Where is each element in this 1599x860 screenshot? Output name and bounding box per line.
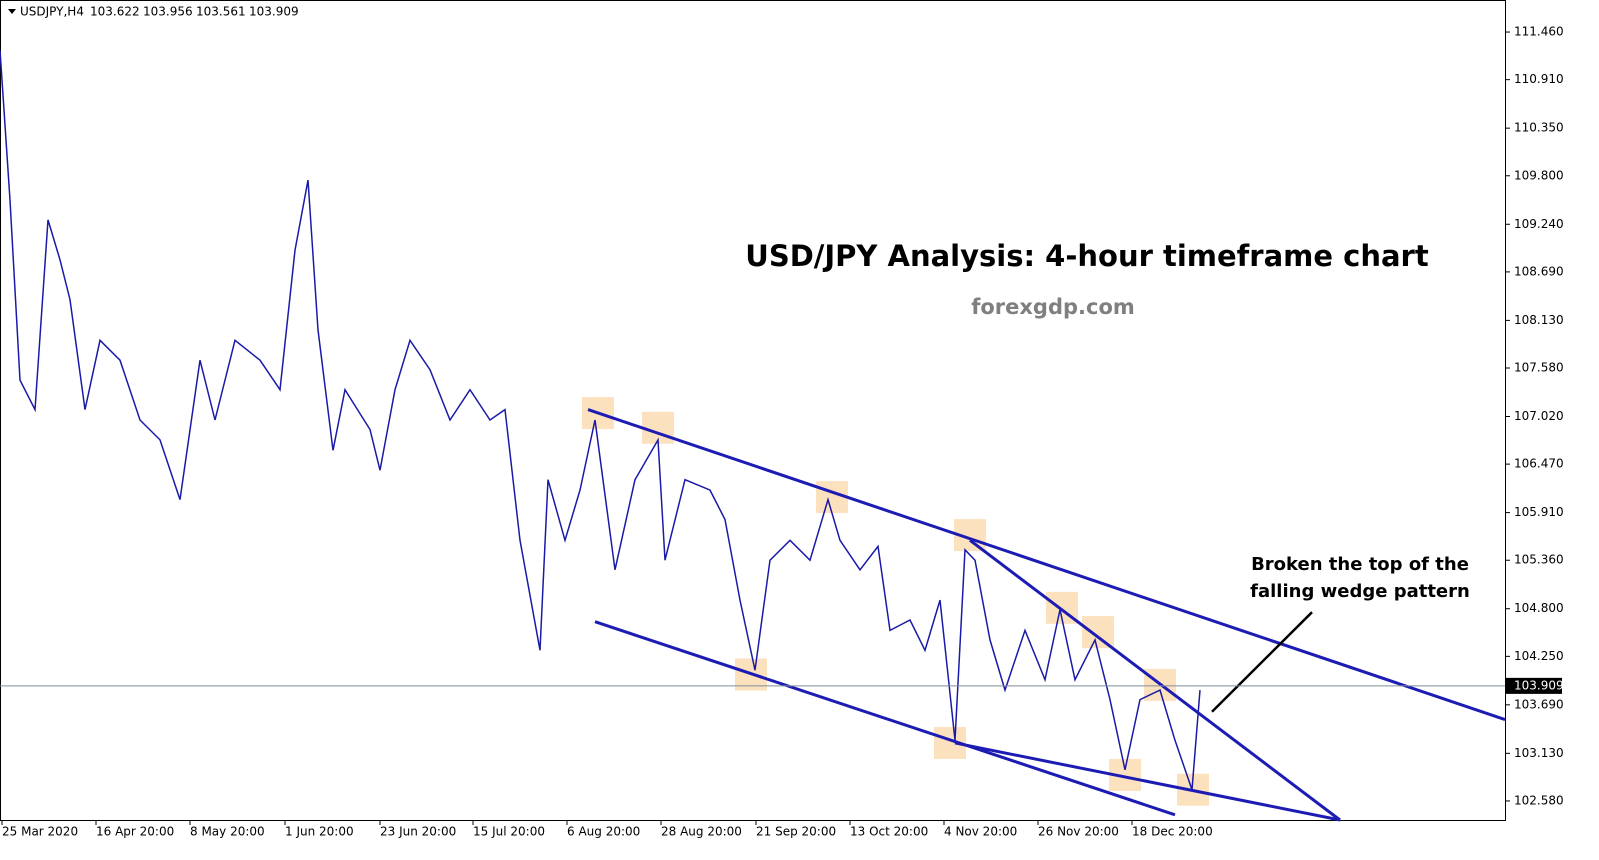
y-tick-label: 110.350 xyxy=(1514,121,1564,135)
trendline xyxy=(594,620,1176,817)
x-tick-label: 21 Sep 20:00 xyxy=(756,825,836,839)
x-tick-label: 4 Nov 20:00 xyxy=(944,825,1017,839)
y-tick-label: 105.910 xyxy=(1514,505,1564,519)
ohlc-value: 103.622 xyxy=(90,5,140,19)
last-price-box xyxy=(1506,677,1562,694)
x-tick-label: 26 Nov 20:00 xyxy=(1038,825,1119,839)
ohlc-value: 103.909 xyxy=(249,5,299,19)
annotation-arrow xyxy=(1211,611,1313,713)
menu-triangle xyxy=(8,9,16,14)
pivot-highlight xyxy=(1082,616,1114,649)
y-tick-label: 111.460 xyxy=(1514,25,1564,39)
y-tick-label: 107.580 xyxy=(1514,361,1564,375)
y-tick-label: 104.800 xyxy=(1514,601,1564,615)
x-tick-label: 16 Apr 20:00 xyxy=(96,825,174,839)
y-tick-label: 104.250 xyxy=(1514,649,1564,663)
annotation: Broken the top of the xyxy=(1251,554,1469,575)
plot-frame xyxy=(0,0,1506,821)
x-tick-label: 13 Oct 20:00 xyxy=(850,825,928,839)
y-tick-label: 106.470 xyxy=(1514,457,1564,471)
last-price-label: 103.909 xyxy=(1514,678,1564,692)
y-tick-label: 105.360 xyxy=(1514,553,1564,567)
x-tick-label: 15 Jul 20:00 xyxy=(473,825,545,839)
y-tick-label: 107.020 xyxy=(1514,409,1564,423)
y-tick-label: 108.130 xyxy=(1514,313,1564,327)
x-tick-label: 6 Aug 20:00 xyxy=(567,825,640,839)
y-tick-label: 109.240 xyxy=(1514,217,1564,231)
y-tick-label: 109.800 xyxy=(1514,168,1564,182)
y-tick-label: 103.130 xyxy=(1514,746,1564,760)
y-tick-label: 103.690 xyxy=(1514,697,1564,711)
x-tick-label: 28 Aug 20:00 xyxy=(661,825,742,839)
ohlc-value: 103.956 xyxy=(143,5,193,19)
trendline xyxy=(969,539,1341,822)
annotation: falling wedge pattern xyxy=(1250,581,1470,602)
chart-title: USD/JPY Analysis: 4-hour timeframe chart xyxy=(745,239,1429,273)
x-tick-label: 23 Jun 20:00 xyxy=(380,825,456,839)
x-tick-label: 1 Jun 20:00 xyxy=(285,825,354,839)
ohlc-value: 103.561 xyxy=(196,5,246,19)
trendline xyxy=(587,408,1506,721)
x-tick-label: 18 Dec 20:00 xyxy=(1132,825,1213,839)
x-tick-label: 25 Mar 2020 xyxy=(2,825,78,839)
trendline xyxy=(954,741,1341,822)
ohlc-values: 103.622 103.956 103.561 103.909 xyxy=(90,5,299,19)
y-tick-label: 110.910 xyxy=(1514,72,1564,86)
chart-subtitle: forexgdp.com xyxy=(971,295,1135,319)
symbol: USDJPY,H4 xyxy=(20,5,84,19)
x-tick-label: 8 May 20:00 xyxy=(190,825,265,839)
y-tick-label: 102.580 xyxy=(1514,793,1564,807)
price-line xyxy=(0,50,1201,790)
y-tick-label: 108.690 xyxy=(1514,264,1564,278)
